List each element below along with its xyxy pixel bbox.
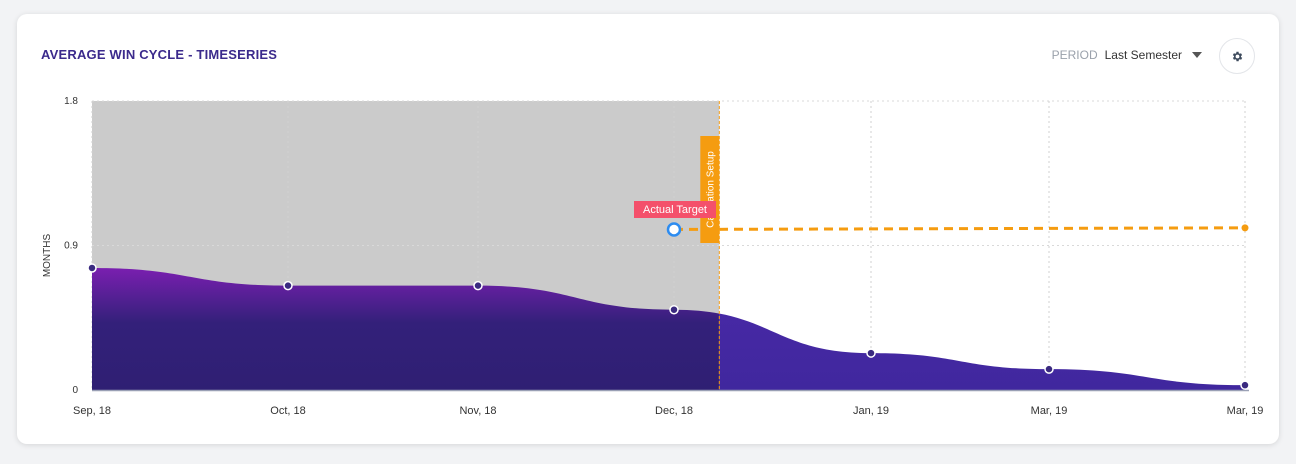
data-point[interactable] <box>669 304 679 315</box>
y-tick-label: 1.8 <box>64 96 78 107</box>
period-selector[interactable]: PERIOD Last Semester <box>1052 48 1202 62</box>
period-value[interactable]: Last Semester <box>1104 48 1182 62</box>
x-tick-label: Mar, 19 <box>1227 405 1264 417</box>
period-label: PERIOD <box>1051 48 1098 62</box>
caret-down-icon[interactable] <box>1192 52 1202 58</box>
target-end-point <box>1241 224 1249 232</box>
gear-icon[interactable] <box>1231 50 1244 63</box>
chart-title: AVERAGE WIN CYCLE - TIMESERIES <box>41 47 278 62</box>
area-chart: 0 0.9 1.8 MONTHS Sep, 18 Oct, 18 Nov, 18 Dec, 1… <box>42 96 1264 417</box>
x-tick-label: Jan, 19 <box>853 405 889 417</box>
data-point[interactable] <box>1240 380 1250 390</box>
y-tick-label: 0.9 <box>64 241 78 252</box>
data-point[interactable] <box>87 263 97 273</box>
target-start-point[interactable] <box>666 222 682 237</box>
data-point[interactable] <box>1044 364 1054 374</box>
data-point[interactable] <box>866 348 876 358</box>
data-point[interactable] <box>473 280 483 291</box>
x-tick-label: Mar, 19 <box>1031 405 1068 417</box>
x-tick-label: Dec, 18 <box>655 405 693 417</box>
area-after-setup <box>719 313 1245 390</box>
chart-card: AVERAGE WIN CYCLE - TIMESERIES PERIOD La… <box>17 14 1279 444</box>
actual-target-label-bg <box>634 201 716 218</box>
target-line <box>673 226 1246 231</box>
actual-target-label: Actual Target <box>643 204 707 216</box>
settings-button[interactable] <box>1219 38 1255 74</box>
y-axis-label: MONTHS <box>42 234 53 278</box>
y-tick-label: 0 <box>72 385 78 396</box>
x-tick-label: Sep, 18 <box>73 405 111 417</box>
data-point[interactable] <box>283 280 293 291</box>
x-tick-label: Oct, 18 <box>270 405 305 417</box>
calibration-setup-label: Calibration Setup <box>705 151 716 228</box>
area-before-setup <box>92 267 720 390</box>
x-tick-label: Nov, 18 <box>459 405 496 417</box>
